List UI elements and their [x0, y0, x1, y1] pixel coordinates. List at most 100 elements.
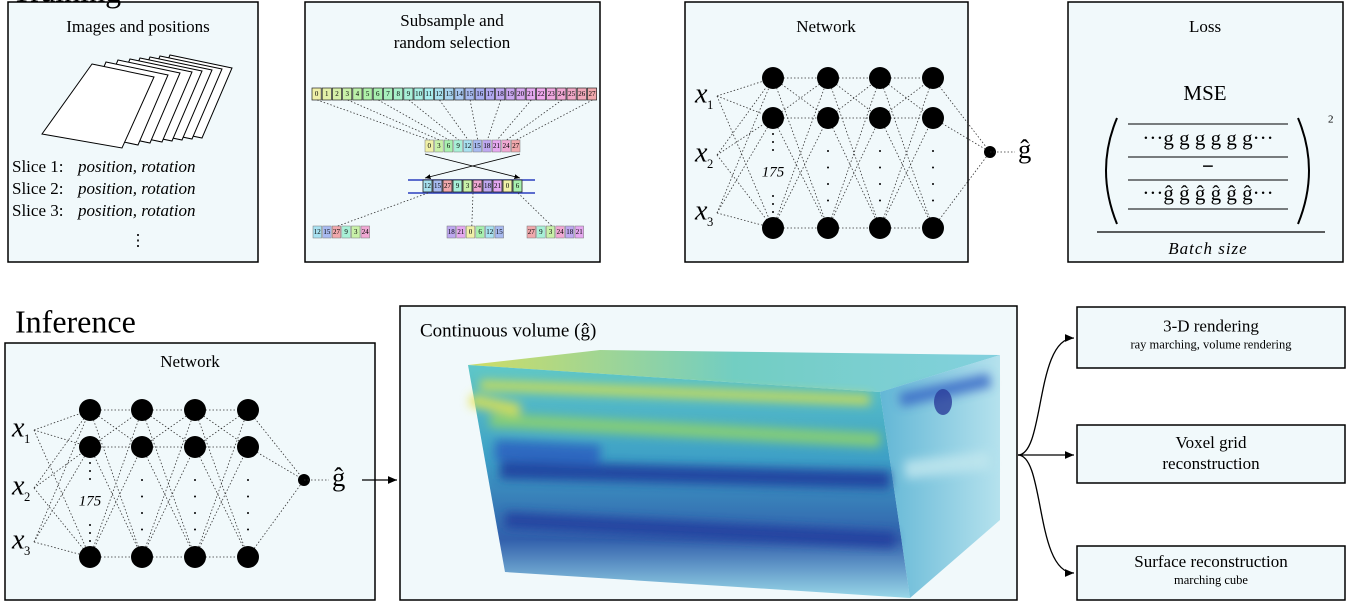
index-label: 24 — [558, 90, 566, 98]
index-label: 9 — [344, 228, 348, 236]
index-label: 15 — [474, 142, 482, 150]
neuron — [79, 546, 101, 568]
index-label: 9 — [407, 90, 411, 98]
ellipsis-dot — [247, 529, 249, 531]
neuron — [817, 107, 839, 129]
index-label: 18 — [448, 228, 456, 236]
index-label: 24 — [557, 228, 565, 236]
neuron — [184, 399, 206, 421]
ellipsis-dot — [89, 478, 91, 480]
output-title: 3-D rendering — [1163, 316, 1259, 335]
index-label: 14 — [456, 90, 464, 98]
ellipsis-dot — [194, 496, 196, 498]
index-label: 27 — [512, 142, 520, 150]
index-label: 3 — [466, 182, 470, 190]
ellipsis-dot — [89, 540, 91, 542]
slice-detail: position, rotation — [77, 157, 195, 176]
input-sub: 3 — [24, 544, 30, 558]
neuron — [922, 217, 944, 239]
input-label: x — [694, 195, 708, 226]
index-label: 0 — [506, 182, 510, 190]
ellipsis-dot — [247, 479, 249, 481]
output-subtitle: marching cube — [1174, 573, 1248, 587]
ellipsis-dot — [772, 149, 774, 151]
neuron — [869, 217, 891, 239]
index-label: 11 — [425, 90, 432, 98]
loss-power: 2 — [1328, 114, 1334, 126]
neuron — [762, 107, 784, 129]
slice-detail: position, rotation — [77, 201, 195, 220]
panel-title: Images and positions — [66, 17, 210, 36]
ellipsis-dot — [141, 529, 143, 531]
ellipsis-dot — [932, 167, 934, 169]
neuron — [79, 436, 101, 458]
index-label: 27 — [333, 228, 341, 236]
index-label: 2 — [335, 90, 339, 98]
loss-target: ···g g g g g g··· — [1142, 126, 1273, 150]
slice-label: Slice 2: — [12, 179, 63, 198]
index-label: 18 — [483, 142, 491, 150]
index-label: 23 — [548, 90, 556, 98]
ellipsis-dot — [141, 512, 143, 514]
index-label: 15 — [323, 228, 331, 236]
ellipsis-dot — [932, 200, 934, 202]
neuron — [762, 67, 784, 89]
output-title: Surface reconstruction — [1134, 552, 1288, 571]
input-label: x — [11, 412, 25, 443]
index-label: 21 — [576, 228, 584, 236]
index-label: 6 — [376, 90, 380, 98]
neuron — [131, 399, 153, 421]
index-label: 15 — [496, 228, 504, 236]
index-label: 3 — [345, 90, 349, 98]
output-label: ĝ — [332, 462, 345, 492]
ellipsis-dot — [194, 512, 196, 514]
index-label: 15 — [466, 90, 474, 98]
index-label: 4 — [356, 90, 360, 98]
index-label: 26 — [578, 90, 586, 98]
index-label: 15 — [434, 182, 442, 190]
panel-title: Network — [796, 17, 856, 36]
index-label: 21 — [493, 142, 501, 150]
index-label: 9 — [456, 182, 460, 190]
ellipsis-dot — [89, 524, 91, 526]
neuron — [762, 217, 784, 239]
slice-detail: position, rotation — [77, 179, 195, 198]
width-label: 175 — [762, 164, 785, 180]
index-label: 10 — [415, 90, 423, 98]
ellipsis-dot — [89, 532, 91, 534]
ellipsis-dot — [247, 496, 249, 498]
output-subtitle: ray marching, volume rendering — [1130, 337, 1292, 351]
slice-label: Slice 1: — [12, 157, 63, 176]
index-label: 6 — [447, 142, 451, 150]
neuron — [184, 546, 206, 568]
index-label: 27 — [444, 182, 452, 190]
volume-render — [468, 350, 1000, 598]
ellipsis-dot — [932, 150, 934, 152]
ellipsis-dot — [772, 211, 774, 213]
ellipsis-dot — [932, 183, 934, 185]
index-label: 21 — [457, 228, 465, 236]
ellipsis-dot — [89, 462, 91, 464]
ellipsis-dot — [141, 479, 143, 481]
ellipsis-dot — [772, 133, 774, 135]
neuron — [869, 67, 891, 89]
output-label: ĝ — [1018, 134, 1031, 164]
ellipsis-dot — [879, 200, 881, 202]
index-label: 12 — [464, 142, 472, 150]
neuron — [922, 107, 944, 129]
ellipsis-dot — [772, 203, 774, 205]
output-title: Voxel grid — [1176, 433, 1247, 452]
loss-name: MSE — [1183, 81, 1226, 105]
index-label: 17 — [487, 90, 495, 98]
neuron — [237, 399, 259, 421]
ellipsis-dot — [827, 200, 829, 202]
index-label: 0 — [315, 90, 319, 98]
loss-prediction: ···ĝ ĝ ĝ ĝ ĝ ĝ··· — [1142, 181, 1273, 205]
index-label: 24 — [362, 228, 370, 236]
section-title: Inference — [15, 303, 136, 339]
loss-minus: − — [1202, 154, 1214, 178]
neuron — [237, 546, 259, 568]
input-label: x — [11, 524, 25, 555]
panel-title: Network — [160, 352, 220, 371]
index-label: 27 — [589, 90, 597, 98]
